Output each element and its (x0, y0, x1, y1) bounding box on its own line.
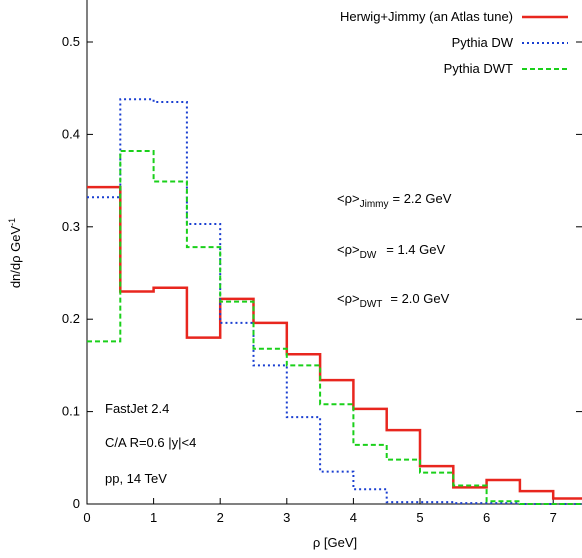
y-tick-label: 0.2 (62, 311, 80, 326)
y-tick-label: 0.3 (62, 219, 80, 234)
legend-label-1: Herwig+Jimmy (an Atlas tune) (340, 9, 513, 24)
x-tick-label: 0 (83, 510, 90, 525)
y-tick-label: 0.5 (62, 34, 80, 49)
annotation-dwt: <ρ>DWT = 2.0 GeV (337, 291, 450, 310)
y-tick-label: 0 (73, 496, 80, 511)
annotation-fastjet: FastJet 2.4 (105, 401, 169, 416)
annotation-dw: <ρ>DW = 1.4 GeV (337, 242, 445, 261)
x-tick-label: 4 (350, 510, 357, 525)
legend: Herwig+Jimmy (an Atlas tune) Pythia DW Pyt… (340, 9, 568, 76)
legend-label-2: Pythia DW (452, 35, 514, 50)
annotation-jimmy: <ρ>Jimmy = 2.2 GeV (337, 191, 452, 210)
x-tick-label: 3 (283, 510, 290, 525)
legend-label-3: Pythia DWT (444, 61, 513, 76)
series-line-1 (87, 185, 582, 500)
series-line-3 (87, 150, 582, 505)
annotations-left: FastJet 2.4 C/A R=0.6 |y|<4 pp, 14 TeV (105, 401, 196, 486)
x-axis-label: ρ [GeV] (313, 535, 357, 550)
plot-frame (86, 0, 582, 505)
y-tick-label: 0.4 (62, 126, 80, 141)
series-layer (87, 98, 582, 505)
x-tick-label: 1 (150, 510, 157, 525)
series-line-2 (87, 98, 582, 505)
axis-ticks: 0 1 2 3 4 5 6 7 0 0.1 0.2 0.3 0.4 0.5 (62, 34, 582, 525)
x-tick-label: 6 (483, 510, 490, 525)
x-tick-label: 2 (217, 510, 224, 525)
annotations-right: <ρ>Jimmy = 2.2 GeV <ρ>DW = 1.4 GeV <ρ>DWT =… (337, 191, 452, 310)
x-tick-label: 5 (416, 510, 423, 525)
x-tick-label: 7 (550, 510, 557, 525)
y-axis-label: dn/dρ GeV-1 (7, 218, 23, 288)
annotation-algorithm: C/A R=0.6 |y|<4 (105, 435, 196, 450)
annotation-collision: pp, 14 TeV (105, 471, 167, 486)
y-tick-label: 0.1 (62, 404, 80, 419)
